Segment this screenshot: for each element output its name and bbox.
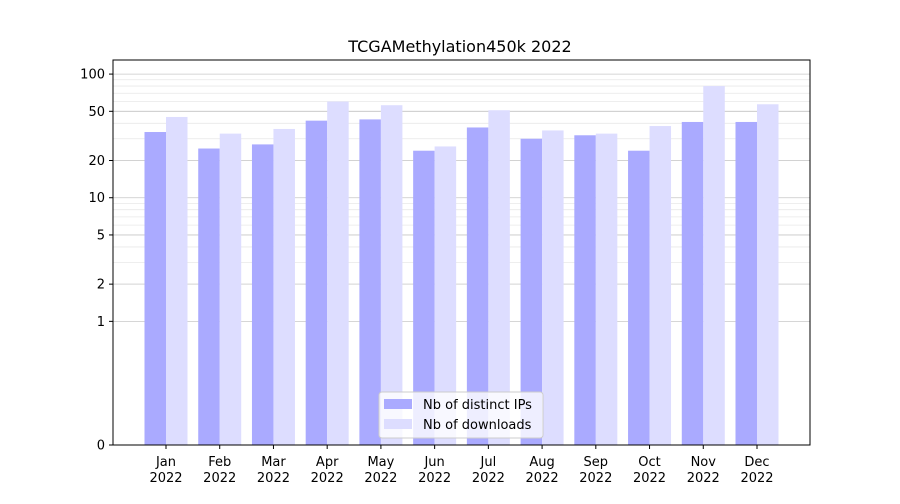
bar-distinct-ips-5 (413, 150, 435, 445)
x-tick-label: Mar 2022 (257, 455, 290, 486)
y-tick-label: 10 (88, 191, 105, 206)
x-tick-label: Oct 2022 (633, 455, 666, 486)
bar-distinct-ips-3 (305, 120, 328, 446)
legend-box (378, 391, 544, 439)
x-tick-label: Dec 2022 (740, 455, 773, 486)
bar-downloads-0 (166, 116, 188, 445)
x-tick-label: Jan 2022 (149, 455, 182, 486)
y-tick-label: 1 (97, 315, 105, 330)
legend-label: Nb of downloads (423, 418, 532, 433)
bar-distinct-ips-4 (359, 119, 381, 445)
bar-downloads-2 (273, 128, 295, 445)
bar-downloads-4 (380, 105, 403, 445)
bar-downloads-6 (488, 110, 510, 445)
legend-swatch (384, 399, 412, 409)
x-tick-label: Feb 2022 (203, 455, 236, 486)
x-tick-label: Jul 2022 (472, 455, 505, 486)
bars (144, 86, 779, 446)
y-tick-label: 100 (80, 68, 105, 83)
x-tick-label: Aug 2022 (526, 455, 559, 486)
bar-distinct-ips-9 (628, 150, 650, 445)
legend-swatch (384, 419, 412, 429)
x-tick-label: May 2022 (364, 455, 397, 486)
x-tick-label: Apr 2022 (311, 455, 344, 486)
bar-distinct-ips-1 (198, 148, 220, 445)
bar-distinct-ips-0 (144, 132, 166, 446)
bar-distinct-ips-10 (681, 121, 704, 445)
bar-distinct-ips-2 (251, 144, 274, 445)
y-tick-label: 50 (88, 105, 105, 120)
bar-distinct-ips-11 (735, 121, 757, 445)
bar-downloads-1 (219, 133, 242, 445)
bar-downloads-8 (595, 133, 618, 445)
bar-distinct-ips-6 (466, 127, 489, 446)
y-tick-label: 5 (97, 228, 105, 243)
x-tick-label: Sep 2022 (579, 455, 612, 486)
bar-downloads-9 (649, 126, 672, 445)
x-tick-label: Jun 2022 (418, 455, 451, 486)
y-tick-label: 0 (97, 439, 105, 454)
plot-frame (112, 59, 811, 446)
legend-label: Nb of distinct IPs (423, 398, 532, 413)
bar-distinct-ips-7 (520, 138, 543, 446)
bar-downloads-3 (327, 101, 349, 445)
axes: 0 1 2 5 10 20 50 100 Jan 2022 Feb 2022 Mar 2022 Apr 202… (80, 59, 811, 486)
x-tick-label: Nov 2022 (687, 455, 720, 486)
y-tick-label: 2 (97, 278, 105, 293)
bar-downloads-10 (703, 86, 725, 446)
bar-downloads-11 (757, 104, 779, 445)
legend: Nb of distinct IPs Nb of downloads (378, 391, 544, 439)
bar-downloads-5 (434, 146, 457, 445)
bar-downloads-7 (542, 130, 564, 445)
bar-distinct-ips-8 (574, 135, 596, 445)
chart-title: TCGAMethylation450k 2022 (347, 37, 571, 56)
y-tick-label: 20 (88, 154, 105, 169)
